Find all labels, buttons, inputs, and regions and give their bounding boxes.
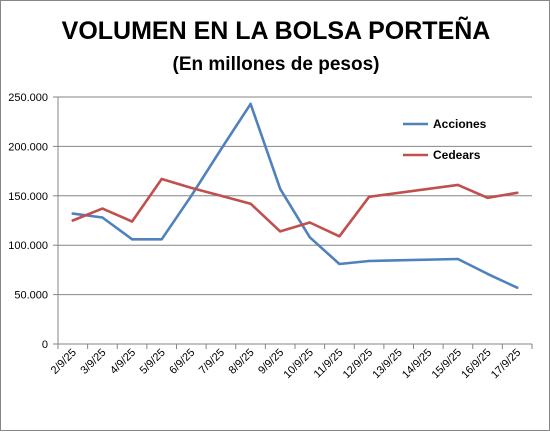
data-point [101,216,104,219]
y-tick-label: 250.000 [8,92,48,104]
data-point [515,286,519,289]
series-line-acciones [71,102,519,290]
x-tick-label: 10/9/25 [281,347,315,381]
data-point [190,186,193,190]
data-point [367,195,371,198]
legend-label: Acciones [433,117,487,131]
series-lines [71,102,519,290]
legend: Acciones Cedears [403,117,487,162]
data-point [515,191,519,195]
x-tick-label: 12/9/25 [341,347,375,381]
y-tick-label: 200.000 [8,141,48,153]
y-tick-label: 150.000 [8,191,48,203]
chart-subtitle: (En millones de pesos) [173,54,380,75]
x-tick-label: 7/9/25 [197,347,227,377]
y-tick-label: 100.000 [8,240,48,252]
x-tick-label: 2/9/25 [49,347,79,377]
x-tick-label: 8/9/25 [227,347,257,377]
x-tick-label: 3/9/25 [78,347,108,377]
data-point [160,177,163,181]
data-point [130,220,134,223]
x-tick-labels: 2/9/25 3/9/25 4/9/25 5/9/25 6/9/25 7/9/25 8/9/… [49,347,523,381]
data-point [219,194,223,197]
data-point [249,102,252,106]
data-point [249,202,252,205]
data-point [278,230,282,233]
data-point [160,238,163,241]
x-tick-label: 5/9/25 [138,347,168,377]
data-point [456,183,460,187]
data-point [486,272,489,276]
x-tick-label: 16/9/25 [459,347,493,381]
y-tick-labels: 0 50.000 100.000 150.000 200.000 250.000 [8,92,48,351]
data-point [456,257,460,261]
axes [53,96,533,349]
legend-label: Cedears [433,148,481,162]
data-point [190,194,193,197]
x-tick-label: 14/9/25 [400,347,434,381]
x-tick-label: 17/9/25 [489,347,523,381]
x-tick-label: 11/9/25 [312,347,346,381]
data-point [101,207,104,210]
x-tick-label: 4/9/25 [108,347,138,377]
data-point [367,259,371,263]
data-point [71,212,75,215]
data-point [219,148,223,151]
data-point [278,187,282,191]
gridlines [58,96,532,296]
data-point [338,235,341,238]
y-tick-label: 0 [42,339,48,351]
y-tick-label: 50.000 [14,290,48,302]
series-line-cedears [71,177,519,238]
data-point [308,221,312,224]
x-tick-label: 6/9/25 [167,347,197,377]
data-point [71,219,75,222]
data-point [486,196,489,199]
x-tick-label: 15/9/25 [430,347,464,381]
data-point [130,238,134,241]
data-point [308,236,312,239]
chart-title: VOLUMEN EN LA BOLSA PORTEÑA [62,15,491,45]
x-tick-label: 13/9/25 [370,347,404,381]
data-point [338,262,341,266]
